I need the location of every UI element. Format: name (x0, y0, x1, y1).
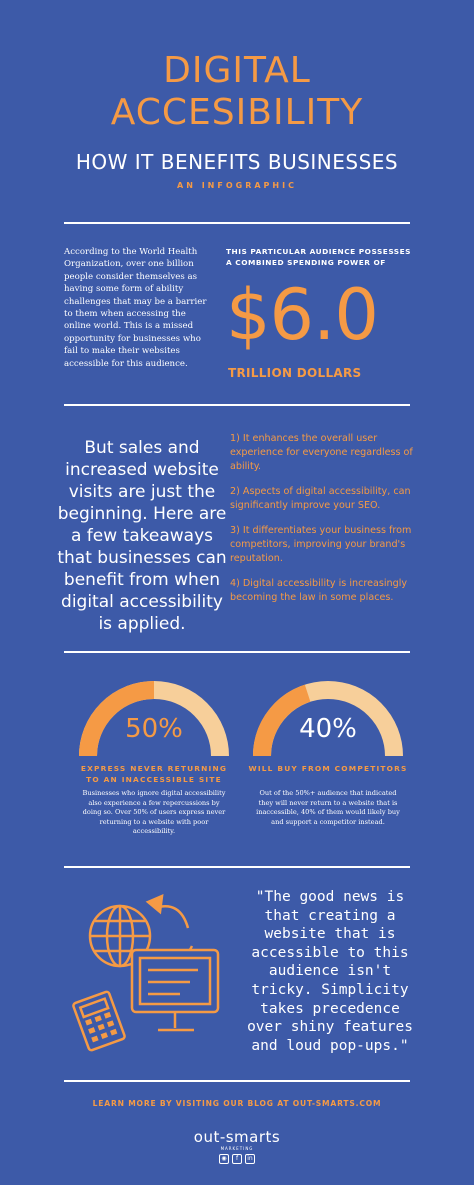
stat-description: Businesses who ignore digital accessibil… (82, 789, 226, 836)
gauge-40-chart (253, 681, 403, 757)
brand-logo-text: out-smarts (193, 1128, 281, 1146)
gauge-50-chart (79, 681, 229, 757)
takeaway-item: 3) It differentiates your business from … (230, 525, 412, 564)
gauge-fill (253, 684, 311, 757)
infographic-tag: AN INFOGRAPHIC (177, 181, 297, 190)
divider (64, 651, 410, 653)
takeaway-item: 1) It enhances the overall user experien… (230, 433, 413, 472)
title-line-1: DIGITAL (163, 50, 311, 91)
social-links: ◉ f in (0, 1154, 474, 1164)
quote-text: "The good news is that creating a websit… (247, 889, 413, 1054)
instagram-icon[interactable]: ◉ (219, 1154, 229, 1164)
subtitle: HOW IT BENEFITS BUSINESSES (75, 150, 399, 174)
blog-link-text[interactable]: LEARN MORE BY VISITING OUR BLOG AT OUT-S… (92, 1099, 382, 1108)
intro-text: According to the World Health Organizati… (64, 247, 207, 369)
stat-value: 40% (299, 714, 357, 744)
spending-label: THIS PARTICULAR AUDIENCE POSSESSES A COM… (226, 247, 412, 267)
gauge-fill (79, 681, 155, 757)
spending-value: $6.0 (226, 274, 379, 356)
stat-description: Out of the 50%+ audience that indicated … (256, 789, 400, 826)
stat-label: EXPRESS NEVER RETURNING TO AN INACCESSIB… (80, 764, 228, 784)
takeaway-item: 2) Aspects of digital accessibility, can… (230, 486, 411, 511)
divider (64, 1080, 410, 1082)
facebook-icon[interactable]: f (232, 1154, 242, 1164)
accessibility-illustration (72, 893, 220, 1052)
linkedin-icon[interactable]: in (245, 1154, 255, 1164)
takeaways-list: 1) It enhances the overall user experien… (230, 432, 414, 616)
monitor-icon (130, 948, 220, 1032)
takeaway-item: 4) Digital accessibility is increasingly… (230, 578, 408, 603)
brand-subtitle: MARKETING (220, 1146, 254, 1151)
divider (64, 866, 410, 868)
sales-text: But sales and increased website visits a… (57, 438, 227, 634)
stat-value: 50% (125, 714, 183, 744)
divider (64, 404, 410, 406)
stat-label: WILL BUY FROM COMPETITORS (248, 764, 408, 773)
spending-unit: TRILLION DOLLARS (228, 366, 362, 380)
title-line-2: ACCESIBILITY (110, 92, 364, 133)
divider (64, 222, 410, 224)
globe-icon (88, 904, 152, 968)
